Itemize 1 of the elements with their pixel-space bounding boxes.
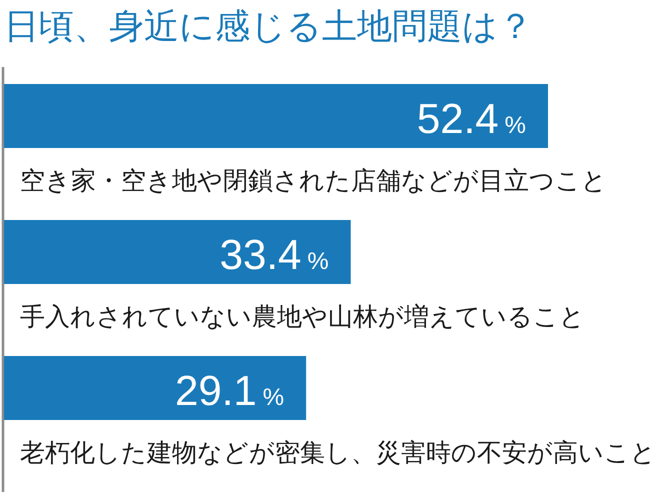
title: 日頃、身近に感じる土地問題は？	[4, 7, 533, 46]
